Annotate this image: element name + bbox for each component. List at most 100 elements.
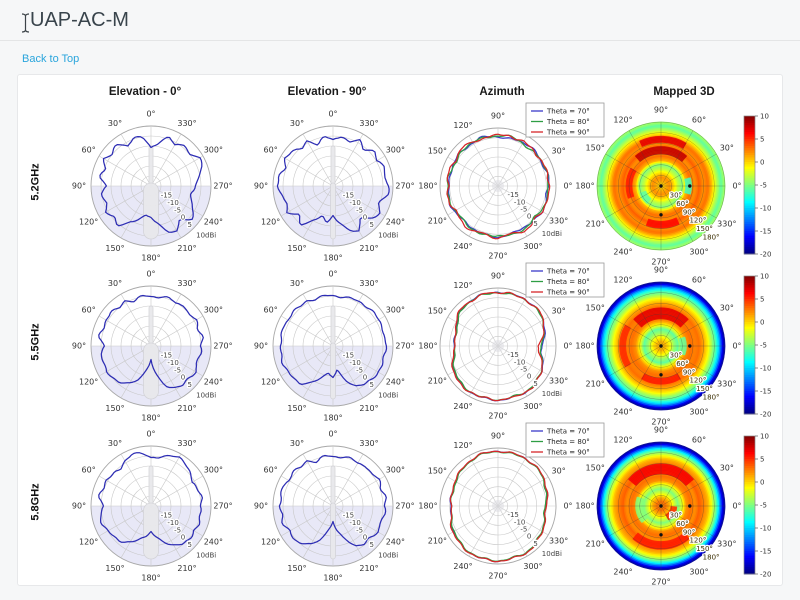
- marker-dot: [688, 344, 692, 348]
- svg-text:Theta = 80°: Theta = 80°: [546, 278, 590, 286]
- svg-text:330°: 330°: [717, 380, 736, 389]
- svg-text:180°: 180°: [575, 182, 594, 191]
- svg-text:0°: 0°: [328, 270, 337, 279]
- svg-text:120°: 120°: [453, 121, 472, 130]
- svg-text:-15: -15: [161, 351, 172, 359]
- svg-text:180°: 180°: [323, 414, 342, 423]
- svg-text:0: 0: [760, 319, 764, 327]
- svg-text:-5: -5: [356, 526, 363, 534]
- svg-text:-5: -5: [520, 526, 527, 534]
- svg-text:0°: 0°: [732, 502, 741, 511]
- svg-text:60°: 60°: [692, 116, 706, 125]
- svg-text:-5: -5: [760, 502, 767, 510]
- radiation-trace: [276, 136, 390, 232]
- svg-text:300°: 300°: [689, 407, 708, 416]
- svg-text:240°: 240°: [453, 242, 472, 251]
- marker-dot: [688, 184, 692, 188]
- svg-text:270°: 270°: [395, 182, 414, 191]
- polar-plot-svg: 0°30°60°90°120°150°180°210°240°270°300°3…: [72, 430, 233, 583]
- svg-text:120°: 120°: [613, 436, 632, 445]
- marker-dot: [659, 213, 663, 217]
- svg-text:0°: 0°: [563, 182, 572, 191]
- svg-text:60°: 60°: [82, 306, 96, 315]
- svg-text:180°: 180°: [323, 254, 342, 263]
- svg-text:10dBi: 10dBi: [378, 232, 398, 240]
- legend: Theta = 70° Theta = 80° Theta = 90°: [525, 262, 605, 298]
- svg-text:180°: 180°: [323, 574, 342, 583]
- svg-text:0: 0: [363, 214, 367, 222]
- svg-text:270°: 270°: [395, 502, 414, 511]
- svg-text:150°: 150°: [105, 244, 124, 253]
- svg-text:120°: 120°: [689, 217, 706, 225]
- svg-text:270°: 270°: [213, 182, 232, 191]
- svg-text:240°: 240°: [613, 567, 632, 576]
- svg-text:30°: 30°: [290, 439, 304, 448]
- polar-plot-svg: 0°30°60°90°120°150°180°210°240°270°300°3…: [254, 430, 415, 583]
- marker-dot: [688, 504, 692, 508]
- antenna-device-silhouette: [143, 305, 159, 400]
- svg-text:60°: 60°: [82, 146, 96, 155]
- svg-text:240°: 240°: [204, 218, 223, 227]
- svg-text:270°: 270°: [213, 342, 232, 351]
- svg-text:-5: -5: [356, 206, 363, 214]
- svg-text:210°: 210°: [428, 217, 447, 226]
- svg-text:30°: 30°: [108, 279, 122, 288]
- plot-elevation-0-5.5ghz: 0° 30° 60° 90° 120° 150° 180° 210° 240° 270° 300° 3…: [54, 262, 236, 423]
- back-to-top-link[interactable]: Back to Top: [22, 53, 80, 65]
- svg-text:120°: 120°: [79, 218, 98, 227]
- svg-text:180°: 180°: [575, 342, 594, 351]
- colorbar: 10 5 0 -5 -10 -15 -20: [743, 113, 771, 259]
- svg-text:180°: 180°: [703, 234, 720, 242]
- polar-plot-svg: 0°30°60°90°120°150°180°210°240°270°300°3…: [418, 262, 605, 421]
- svg-text:150°: 150°: [428, 307, 447, 316]
- svg-text:240°: 240°: [386, 538, 405, 547]
- svg-text:-15: -15: [507, 351, 518, 359]
- svg-text:Theta = 90°: Theta = 90°: [546, 449, 590, 457]
- plot-elevation-90-5.8ghz: 0° 30° 60° 90° 120° 150° 180° 210° 240° 270° 300° 3…: [236, 422, 418, 583]
- svg-text:270°: 270°: [651, 418, 670, 427]
- radiation-trace: [278, 454, 387, 547]
- svg-text:30°: 30°: [552, 467, 566, 476]
- svg-text:210°: 210°: [359, 564, 378, 573]
- svg-text:180°: 180°: [418, 342, 437, 351]
- svg-text:300°: 300°: [689, 567, 708, 576]
- svg-text:150°: 150°: [586, 304, 605, 313]
- svg-text:30°: 30°: [670, 511, 682, 519]
- svg-text:-10: -10: [167, 199, 178, 207]
- svg-text:5: 5: [369, 221, 373, 229]
- svg-text:10dBi: 10dBi: [378, 552, 398, 560]
- svg-text:0°: 0°: [146, 270, 155, 279]
- svg-text:150°: 150°: [105, 404, 124, 413]
- svg-text:240°: 240°: [386, 218, 405, 227]
- svg-text:5: 5: [760, 456, 764, 464]
- svg-text:330°: 330°: [359, 119, 378, 128]
- svg-text:0: 0: [181, 534, 185, 542]
- svg-text:30°: 30°: [108, 119, 122, 128]
- radiation-trace: [451, 291, 545, 402]
- polar-plot-svg: 0°30°60°90°120°150°180°210°240°270°300°3…: [254, 270, 415, 423]
- svg-text:120°: 120°: [79, 538, 98, 547]
- svg-text:120°: 120°: [453, 441, 472, 450]
- plot-azimuth-5.8ghz: 0°30°60°90°120°150°180°210°240°270°300°3…: [418, 422, 605, 582]
- svg-text:330°: 330°: [549, 377, 568, 386]
- svg-text:90°: 90°: [72, 342, 86, 351]
- svg-text:240°: 240°: [204, 538, 223, 547]
- plot-grid: Elevation - 0° Elevation - 90° Azimuth M…: [18, 78, 782, 587]
- svg-text:270°: 270°: [213, 502, 232, 511]
- svg-text:-5: -5: [520, 206, 527, 214]
- page-title: UAP-AC-M: [30, 9, 129, 31]
- svg-text:180°: 180°: [703, 554, 720, 562]
- polar-plot-svg: 0°30°60°90°120°150°180°210°240°270°300°3…: [418, 422, 605, 581]
- antenna-device-silhouette: [143, 145, 159, 240]
- svg-text:5: 5: [533, 220, 537, 228]
- radiation-trace: [98, 452, 204, 546]
- svg-text:210°: 210°: [359, 244, 378, 253]
- svg-text:210°: 210°: [177, 244, 196, 253]
- svg-text:120°: 120°: [689, 537, 706, 545]
- svg-text:5: 5: [369, 541, 373, 549]
- svg-text:-10: -10: [349, 519, 360, 527]
- svg-text:210°: 210°: [177, 404, 196, 413]
- svg-text:30°: 30°: [670, 351, 682, 359]
- grid-corner: [18, 78, 54, 102]
- radiation-trace: [99, 135, 203, 233]
